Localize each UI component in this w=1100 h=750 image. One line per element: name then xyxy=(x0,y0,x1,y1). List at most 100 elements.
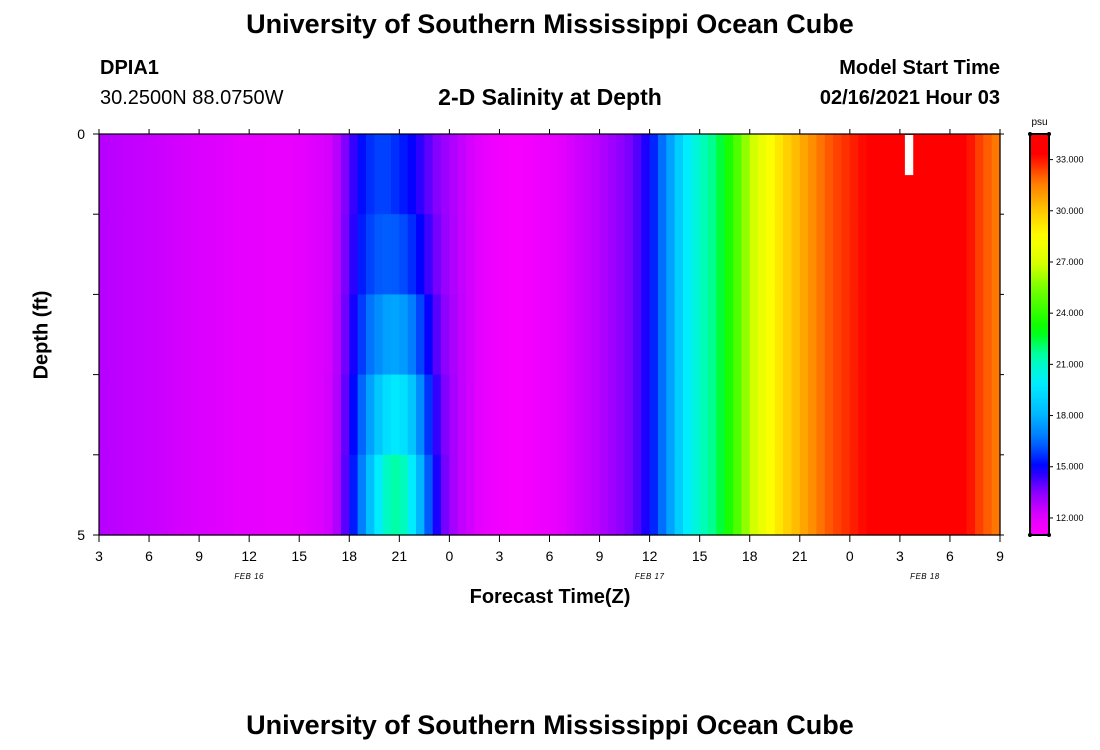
heatmap-cell xyxy=(591,374,601,456)
chart-subtitle: 2-D Salinity at Depth xyxy=(438,84,662,110)
heatmap-cell xyxy=(215,294,225,376)
heatmap-cell xyxy=(566,374,576,456)
heatmap-cell xyxy=(332,374,342,456)
heatmap-cell xyxy=(474,374,484,456)
heatmap-cell xyxy=(991,454,1001,536)
heatmap-cell xyxy=(499,294,509,376)
x-tick-label: 15 xyxy=(692,548,708,564)
heatmap-cell xyxy=(365,134,375,215)
heatmap-cell xyxy=(224,294,234,376)
heatmap-cell xyxy=(157,374,167,456)
heatmap-cell xyxy=(107,294,117,376)
heatmap-cell xyxy=(657,134,667,215)
heatmap-cell xyxy=(849,294,859,376)
heatmap-cell xyxy=(357,294,367,376)
heatmap-cell xyxy=(140,374,150,456)
heatmap-cell xyxy=(224,134,234,215)
heatmap-cell xyxy=(474,134,484,215)
heatmap-cell xyxy=(566,134,576,215)
heatmap-cell xyxy=(449,454,459,536)
heatmap-cell xyxy=(399,134,409,215)
heatmap-cell xyxy=(949,134,959,215)
heatmap-cell xyxy=(682,454,692,536)
heatmap-cell xyxy=(632,374,642,456)
heatmap-cell xyxy=(174,294,184,376)
heatmap-cell xyxy=(682,374,692,456)
heatmap-cell xyxy=(566,294,576,376)
heatmap-cell xyxy=(858,454,868,536)
heatmap-cell xyxy=(824,134,834,215)
x-tick-label: 21 xyxy=(792,548,808,564)
x-tick-label: 6 xyxy=(946,548,954,564)
heatmap-cell xyxy=(507,294,517,376)
heatmap-cell xyxy=(874,374,884,456)
heatmap-cell xyxy=(974,454,984,536)
heatmap-cell xyxy=(824,374,834,456)
heatmap-cell xyxy=(157,214,167,295)
heatmap-cell xyxy=(974,214,984,295)
heatmap-cell xyxy=(382,454,392,536)
heatmap-cell xyxy=(224,454,234,536)
heatmap-cell xyxy=(924,454,934,536)
heatmap-cell xyxy=(257,214,267,295)
heatmap-cell xyxy=(924,134,934,215)
heatmap-cell xyxy=(816,294,826,376)
heatmap-cell xyxy=(783,134,793,215)
heatmap-cell xyxy=(949,454,959,536)
heatmap-cell xyxy=(107,134,117,215)
heatmap-cell xyxy=(557,294,567,376)
heatmap-cell xyxy=(474,294,484,376)
heatmap-cell xyxy=(916,374,926,456)
heatmap-cell xyxy=(724,134,734,215)
heatmap-cell xyxy=(866,294,876,376)
heatmap-cell xyxy=(674,374,684,456)
colorbar-corner xyxy=(1047,533,1051,537)
heatmap-cell xyxy=(315,294,325,376)
heatmap-cell xyxy=(466,454,476,536)
heatmap-cell xyxy=(941,214,951,295)
heatmap-cell xyxy=(532,214,542,295)
colorbar-corner xyxy=(1047,132,1051,136)
colorbar-border xyxy=(1029,133,1050,536)
heatmap-cell xyxy=(124,294,133,376)
heatmap-cell xyxy=(582,214,592,295)
heatmap-cell xyxy=(249,294,259,376)
heatmap-cell xyxy=(682,134,692,215)
heatmap-cell xyxy=(491,454,501,536)
heatmap-cell xyxy=(274,214,284,295)
station-id: DPIA1 xyxy=(100,57,159,79)
heatmap-cell xyxy=(374,454,384,536)
heatmap-cell xyxy=(390,374,400,456)
heatmap-cell xyxy=(474,214,484,295)
heatmap-cell xyxy=(874,214,884,295)
heatmap-cell xyxy=(182,374,192,456)
heatmap-cell xyxy=(224,374,234,456)
heatmap-cell xyxy=(791,214,801,295)
heatmap-cell xyxy=(783,214,793,295)
heatmap-cell xyxy=(215,374,225,456)
heatmap-cell xyxy=(657,214,667,295)
heatmap-cell xyxy=(324,294,334,376)
heatmap-cell xyxy=(682,214,692,295)
heatmap-cell xyxy=(499,374,509,456)
heatmap-cell xyxy=(841,374,851,456)
heatmap-cell xyxy=(249,374,259,456)
heatmap-cell xyxy=(766,454,776,536)
heatmap-cell xyxy=(115,134,125,215)
heatmap-cell xyxy=(516,454,526,536)
heatmap-cell xyxy=(424,454,434,536)
heatmap-cell xyxy=(941,294,951,376)
heatmap-cell xyxy=(649,134,659,215)
heatmap-cell xyxy=(140,294,150,376)
x-tick-label: 21 xyxy=(392,548,408,564)
heatmap-cell xyxy=(124,214,133,295)
heatmap-cell xyxy=(149,294,158,376)
heatmap-cell xyxy=(866,214,876,295)
heatmap-cell xyxy=(541,214,551,295)
heatmap-cell xyxy=(307,134,317,215)
heatmap-cell xyxy=(974,374,984,456)
heatmap-cell xyxy=(516,214,526,295)
x-tick-label: 3 xyxy=(95,548,103,564)
heatmap-cell xyxy=(983,134,993,215)
heatmap-cell xyxy=(974,134,984,215)
